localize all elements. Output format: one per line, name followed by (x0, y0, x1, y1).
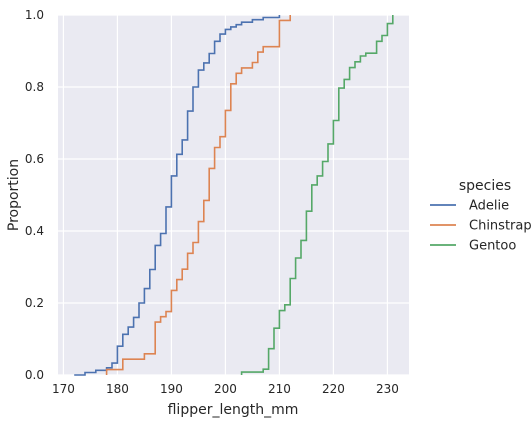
x-tick-label: 190 (160, 382, 183, 396)
legend-title: species (459, 178, 511, 194)
grid (58, 14, 409, 376)
y-tick-labels: 0.0 0.2 0.4 0.6 0.8 1.0 (25, 8, 44, 382)
y-tick-label: 1.0 (25, 8, 44, 22)
y-tick-label: 0.4 (25, 224, 44, 238)
x-tick-label: 230 (376, 382, 399, 396)
x-tick-label: 220 (322, 382, 345, 396)
legend-label-adelie: Adelie (469, 199, 509, 214)
series-layer (74, 15, 394, 376)
x-tick-label: 180 (106, 382, 129, 396)
x-tick-label: 200 (214, 382, 237, 396)
series-line-chinstrap (105, 15, 291, 375)
y-tick-label: 0.0 (25, 368, 44, 382)
legend-label-gentoo: Gentoo (469, 239, 516, 254)
legend: species Adelie Chinstrap Gentoo (430, 178, 532, 254)
y-tick-label: 0.6 (25, 152, 44, 166)
series-line-adelie (74, 15, 281, 376)
legend-label-chinstrap: Chinstrap (469, 219, 532, 234)
plot-background (58, 15, 409, 375)
y-tick-label: 0.8 (25, 80, 44, 94)
series-line-gentoo (240, 15, 394, 375)
x-axis-label: flipper_length_mm (168, 402, 299, 418)
x-tick-label: 170 (52, 382, 75, 396)
x-tick-label: 210 (268, 382, 291, 396)
x-tick-labels: 170 180 190 200 210 220 230 (52, 382, 399, 396)
y-axis-label: Proportion (6, 159, 22, 231)
y-tick-label: 0.2 (25, 296, 44, 310)
